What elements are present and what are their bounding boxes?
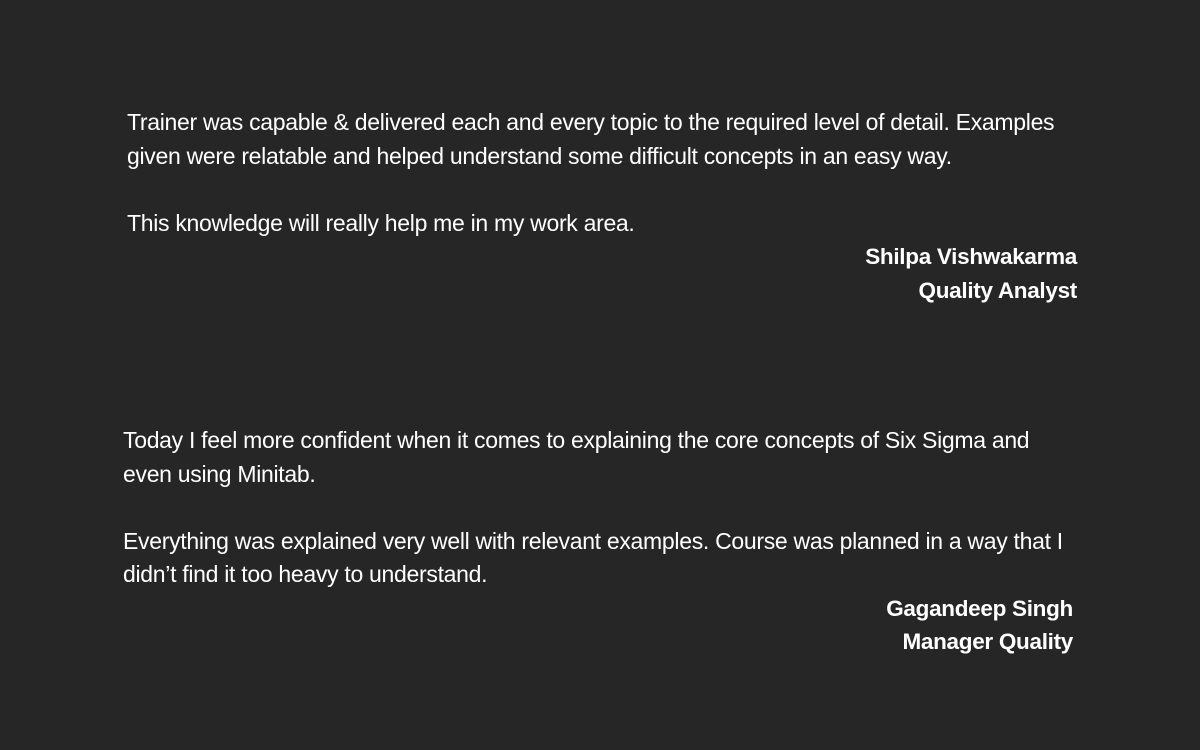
quote-paragraph: Everything was explained very well with …: [123, 527, 1063, 588]
quote-paragraph: Trainer was capable & delivered each and…: [127, 109, 1055, 169]
author-role: Manager Quality: [902, 629, 1073, 654]
author-name: Shilpa Vishwakarma: [865, 244, 1077, 269]
testimonial-2: Today I feel more confident when it come…: [123, 424, 1073, 659]
testimonial-quote: Trainer was capable & delivered each and…: [127, 106, 1077, 240]
testimonial-quote: Today I feel more confident when it come…: [123, 424, 1073, 592]
testimonial-1: Trainer was capable & delivered each and…: [127, 106, 1077, 307]
quote-paragraph: This knowledge will really help me in my…: [127, 209, 635, 236]
author-role: Quality Analyst: [918, 277, 1078, 303]
testimonial-author: Gagandeep Singh Manager Quality: [123, 592, 1073, 659]
author-name: Gagandeep Singh: [886, 595, 1073, 621]
testimonial-author: Shilpa Vishwakarma Quality Analyst: [127, 240, 1077, 307]
quote-paragraph: Today I feel more confident when it come…: [123, 427, 1030, 487]
